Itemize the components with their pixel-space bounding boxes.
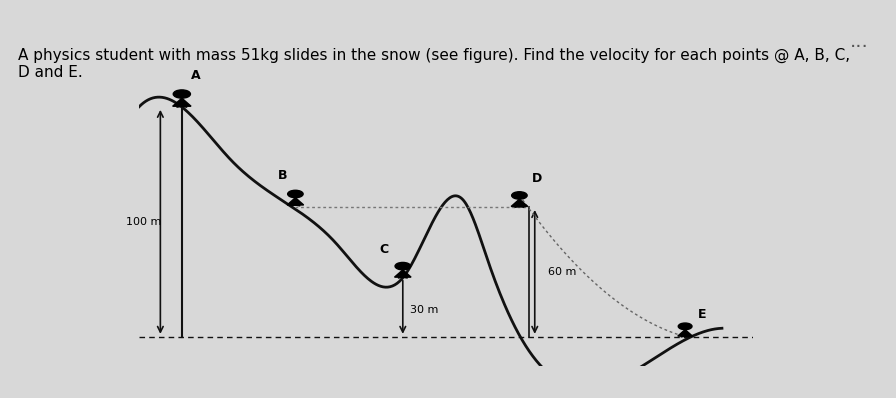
Circle shape [395, 262, 410, 270]
Text: 30 m: 30 m [410, 305, 438, 315]
Polygon shape [173, 98, 191, 106]
Text: D: D [531, 172, 542, 185]
Circle shape [512, 192, 527, 199]
Circle shape [678, 323, 692, 330]
Text: E: E [697, 308, 706, 320]
Text: 100 m: 100 m [126, 217, 161, 227]
Polygon shape [511, 199, 528, 207]
Circle shape [173, 90, 191, 98]
Text: 60 m: 60 m [548, 267, 576, 277]
Text: C: C [380, 243, 389, 256]
Polygon shape [677, 330, 693, 336]
Text: B: B [279, 169, 288, 182]
Text: ...: ... [850, 32, 869, 51]
Circle shape [288, 190, 303, 198]
Text: A physics student with mass 51kg slides in the snow (see figure). Find the veloc: A physics student with mass 51kg slides … [18, 48, 850, 80]
Text: A: A [191, 69, 201, 82]
Polygon shape [287, 198, 304, 205]
Polygon shape [394, 270, 411, 277]
